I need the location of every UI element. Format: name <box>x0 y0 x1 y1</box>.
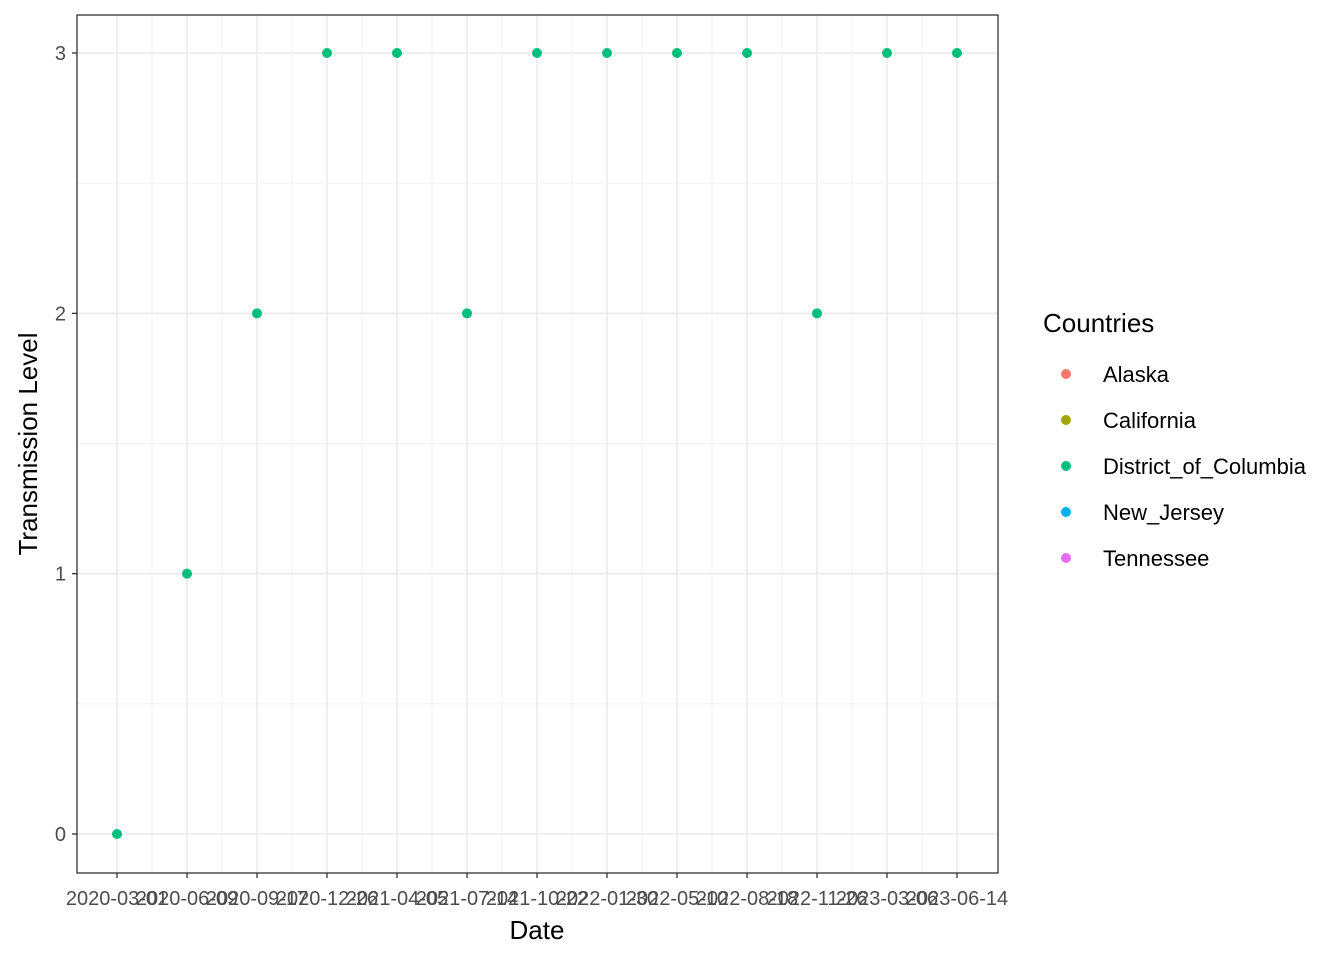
legend-key <box>1061 369 1071 379</box>
legend-label: New_Jersey <box>1103 500 1224 525</box>
legend-key <box>1061 461 1071 471</box>
legend-key <box>1061 553 1071 563</box>
data-point <box>392 48 402 58</box>
x-tick-label: 2021-10-22 <box>486 888 588 910</box>
grid-lines <box>77 15 998 873</box>
x-tick-label: 2020-09-17 <box>206 888 308 910</box>
data-point <box>952 48 962 58</box>
data-point <box>182 568 192 579</box>
y-tick-label: 1 <box>55 564 66 586</box>
legend-label: Alaska <box>1103 362 1170 387</box>
y-axis: 0 1 2 3 <box>55 43 77 846</box>
data-point <box>462 308 472 319</box>
data-point <box>882 48 892 58</box>
x-tick-label: 2022-11-26 <box>767 888 868 910</box>
data-point <box>672 48 682 58</box>
data-point <box>322 48 332 58</box>
y-axis-title: Transmission Level <box>13 332 43 555</box>
data-point <box>602 48 612 58</box>
x-tick-label: 2022-08-18 <box>696 888 798 910</box>
x-tick-label: 2023-03-06 <box>836 888 938 910</box>
legend-title: Countries <box>1043 308 1154 338</box>
x-tick-label: 2020-06-09 <box>136 888 238 910</box>
legend-items: Alaska California District_of_Columbia New_… <box>1061 362 1307 571</box>
y-tick-label: 2 <box>55 303 66 325</box>
data-point <box>532 48 542 58</box>
x-axis-title: Date <box>510 915 565 945</box>
data-point <box>742 48 752 58</box>
legend: Countries Alaska California District_of_Co… <box>1043 308 1307 571</box>
data-point <box>812 308 822 319</box>
x-tick-label: 2021-04-05 <box>346 888 448 910</box>
legend-label: Tennessee <box>1103 546 1209 571</box>
x-tick-label: 2022-05-10 <box>626 888 728 910</box>
x-tick-label: 2020-03-01 <box>66 888 168 910</box>
y-tick-label: 3 <box>55 43 66 65</box>
data-points <box>112 48 962 839</box>
legend-label: District_of_Columbia <box>1103 454 1307 479</box>
legend-key <box>1061 507 1071 517</box>
x-tick-label: 2023-06-14 <box>906 888 1008 910</box>
data-point <box>252 308 262 319</box>
x-tick-label: 2021-07-14 <box>416 888 518 910</box>
legend-key <box>1061 415 1071 425</box>
x-tick-label: 2022-01-30 <box>556 888 658 910</box>
legend-label: California <box>1103 408 1197 433</box>
x-tick-label: 2020-12-26 <box>276 888 378 910</box>
x-axis: 2020-03-012020-06-092020-09-172020-12-26… <box>66 873 1008 910</box>
y-tick-label: 0 <box>55 824 66 846</box>
data-point <box>112 829 122 839</box>
